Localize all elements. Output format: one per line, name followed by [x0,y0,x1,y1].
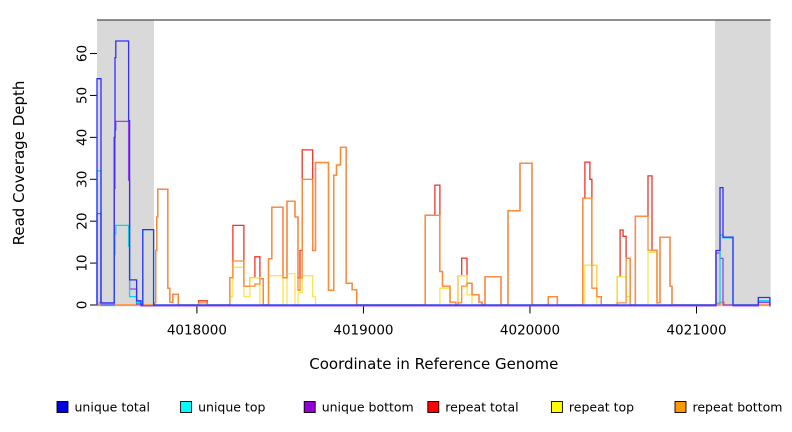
legend-swatch-unique-total-icon [56,401,69,413]
y-tick-label: 50 [75,87,91,104]
series-line-repeat-bottom [97,146,771,306]
x-tick-label: 4019000 [333,323,393,339]
series-line-unique-total [96,40,771,306]
legend-label-repeat-bottom: repeat bottom [693,400,783,415]
series-lines [96,40,771,307]
x-axis-title: Coordinate in Reference Genome [309,355,558,373]
y-tick-label: 30 [75,171,91,188]
legend-label-unique-top: unique top [198,400,265,415]
x-tick-label: 4021000 [666,323,726,339]
legend-label-repeat-top: repeat top [569,400,634,415]
x-tick-label: 4018000 [167,323,227,339]
legend-swatch-repeat-total-icon [427,401,440,413]
legend-swatch-repeat-bottom-icon [674,401,687,413]
y-tick-label: 20 [75,213,91,230]
highlight-region [97,20,154,307]
y-axis: 0 10 20 30 40 50 60 [75,45,97,310]
x-axis: 4018000 4019000 4020000 4021000 [167,306,727,339]
legend-swatch-unique-top-icon [180,401,193,413]
legend-swatch-unique-bottom-icon [303,401,316,413]
y-axis-title: Read Coverage Depth [10,81,28,246]
y-tick-label: 40 [75,129,91,146]
y-tick-label: 60 [75,45,91,62]
y-tick-label: 10 [75,254,91,271]
legend-swatch-repeat-top-icon [550,401,563,413]
legend-label-unique-total: unique total [75,400,150,415]
legend-label-unique-bottom: unique bottom [322,400,414,415]
highlight-region [714,20,771,307]
legend-label-repeat-total: repeat total [445,400,518,415]
x-tick-label: 4020000 [500,323,560,339]
legend: unique total unique top unique bottom repea… [56,400,783,415]
highlight-regions [97,20,771,307]
y-tick-label: 0 [75,301,91,310]
series-line-repeat-top [97,251,771,306]
